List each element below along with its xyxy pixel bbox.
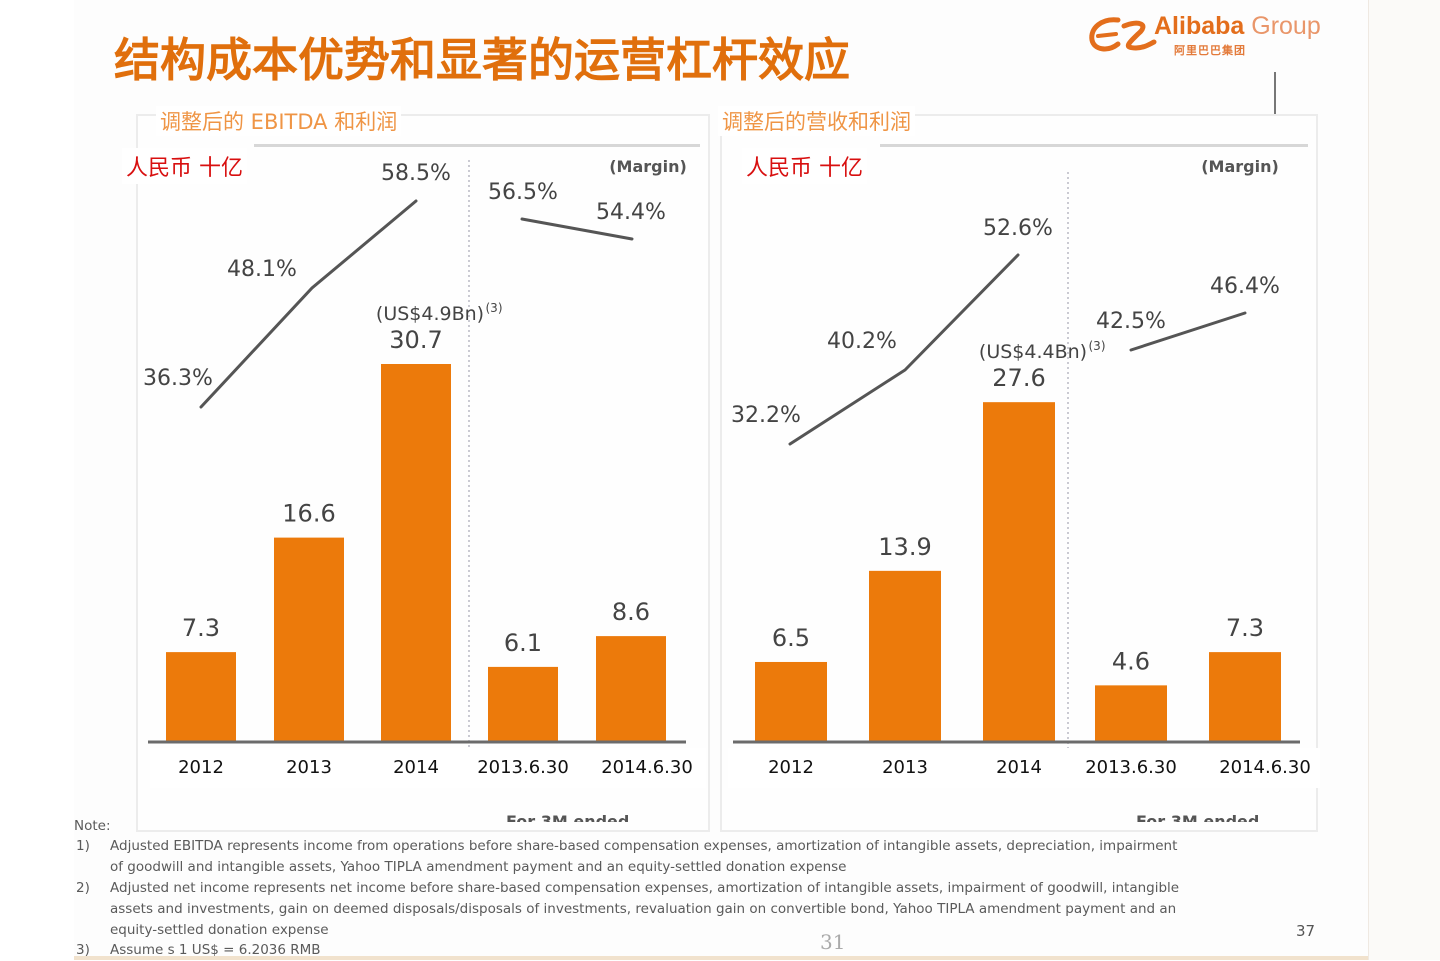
chart-title-ebitda: 调整后的 EBITDA 和利润	[156, 106, 402, 136]
margin-line-quarterly	[1129, 311, 1247, 352]
margin-label: 48.1%	[227, 257, 297, 282]
panel-rule	[880, 144, 1308, 147]
bar-value-label: 16.6	[282, 500, 335, 528]
category-label: 2013.6.30	[477, 757, 569, 778]
notes-heading: Note:	[74, 818, 111, 834]
margin-label: 42.5%	[1096, 309, 1166, 334]
alibaba-chinese-name: 阿里巴巴集团	[1174, 44, 1246, 57]
bar-2013.6.30	[488, 666, 558, 742]
alibaba-logo: Alibaba Group 阿里巴巴集团	[1088, 8, 1348, 64]
bar-value-label: 6.1	[504, 629, 542, 657]
bar-2014.6.30	[596, 636, 666, 742]
margin-legend-label: (Margin)	[609, 157, 687, 176]
category-label: 2013	[286, 757, 332, 778]
margin-label: 56.5%	[488, 180, 558, 205]
bar-2014.6.30	[1209, 652, 1281, 742]
bar-value-label: 27.6	[992, 364, 1045, 392]
alibaba-logo-icon	[1089, 17, 1157, 52]
annotation-footnote: (3)	[486, 301, 503, 315]
category-label: 2013.6.30	[1085, 757, 1177, 778]
slide-bottom-border	[74, 956, 1368, 960]
margin-line-quarterly	[520, 217, 634, 241]
alibaba-wordmark: Alibaba Group	[1154, 12, 1321, 40]
chart-title-net-income: 调整后的营收和利润	[718, 106, 915, 136]
margin-label: 58.5%	[381, 161, 451, 186]
bar-2014	[983, 402, 1055, 742]
margin-label: 52.6%	[983, 216, 1053, 241]
unit-label-ebitda: 人民币 十亿	[122, 148, 247, 184]
bar-annotation: (US$4.4Bn)	[979, 341, 1087, 363]
category-label: 2012	[178, 757, 224, 778]
bar-2012	[755, 661, 827, 742]
margin-legend-label: (Margin)	[1201, 157, 1279, 176]
slide-right-margin	[1368, 0, 1440, 960]
bar-value-label: 7.3	[182, 614, 220, 642]
margin-label: 32.2%	[731, 403, 801, 428]
bar-value-label: 7.3	[1226, 614, 1264, 642]
overlay-page-number: 31	[820, 930, 846, 954]
margin-line-annual	[199, 199, 418, 409]
unit-label-net-income: 人民币 十亿	[742, 148, 867, 184]
category-axis-strip	[728, 748, 1320, 788]
divider	[1274, 72, 1276, 122]
bar-value-label: 4.6	[1112, 647, 1150, 675]
bar-value-label: 13.9	[878, 533, 931, 561]
bar-value-label: 8.6	[612, 598, 650, 626]
bar-value-label: 30.7	[389, 326, 442, 354]
category-axis-strip	[150, 748, 706, 788]
category-label: 2014	[996, 757, 1042, 778]
period-label-net-income: For 3M ended	[1136, 812, 1260, 822]
margin-line-annual	[788, 253, 1020, 446]
bar-2012	[166, 652, 236, 742]
margin-label: 46.4%	[1210, 274, 1280, 299]
category-label: 2013	[882, 757, 928, 778]
bar-2014	[381, 364, 451, 742]
bar-annotation: (US$4.9Bn)	[376, 303, 484, 325]
category-label: 2014	[393, 757, 439, 778]
category-label: 2012	[768, 757, 814, 778]
category-label: 2014.6.30	[601, 757, 693, 778]
category-label: 2014.6.30	[1219, 757, 1311, 778]
margin-label: 40.2%	[827, 329, 897, 354]
bar-2013	[869, 570, 941, 742]
slide-title: 结构成本优势和显著的运营杠杆效应	[114, 33, 850, 87]
annotation-footnote: (3)	[1089, 339, 1106, 353]
bar-2013	[274, 537, 344, 742]
margin-label: 36.3%	[143, 366, 213, 391]
margin-label: 54.4%	[596, 200, 666, 225]
period-label-ebitda: For 3M ended	[506, 812, 630, 822]
panel-rule	[254, 144, 700, 147]
page-number: 37	[1296, 922, 1316, 940]
bar-2013.6.30	[1095, 685, 1167, 742]
bar-value-label: 6.5	[772, 624, 810, 652]
